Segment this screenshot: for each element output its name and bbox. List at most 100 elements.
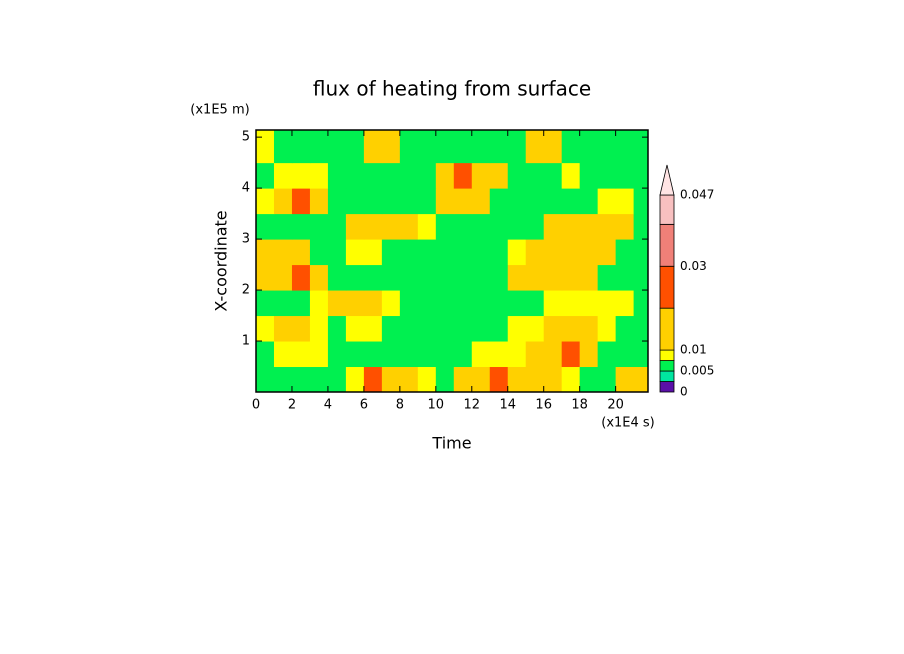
x-tick-label: 18 [571, 398, 588, 413]
field-cell [525, 366, 545, 392]
field-cell [327, 264, 347, 291]
field-cell [543, 341, 563, 368]
field-cell [399, 315, 419, 342]
field-cell [507, 341, 527, 368]
field-cell [273, 366, 293, 392]
field-cell [543, 188, 563, 215]
field-cell [597, 264, 617, 291]
colorbar-tick-label: 0.01 [680, 343, 707, 357]
field-cell [615, 366, 635, 392]
colorbar-segment [659, 307, 675, 351]
field-cell [363, 290, 383, 317]
y-tick-label: 5 [242, 130, 250, 145]
x-tick-label: 0 [252, 398, 260, 413]
field-cell [543, 213, 563, 240]
y-label: X-coordinate [212, 210, 231, 311]
x-unit: (x1E4 s) [601, 416, 655, 431]
field-cell [579, 213, 599, 240]
field-cell [273, 130, 293, 164]
field-cell [363, 162, 383, 189]
colorbar-tick-label: 0 [680, 385, 688, 399]
field-cell [561, 162, 581, 189]
field-cell [579, 162, 599, 189]
x-tick-label: 4 [324, 398, 332, 413]
field-cell [399, 213, 419, 240]
field-cell [489, 341, 509, 368]
colorbar-segment [659, 223, 675, 267]
field-cell [363, 341, 383, 368]
field-cell [435, 162, 455, 189]
field-cell [309, 213, 329, 240]
field-cell [327, 341, 347, 368]
field-cell [489, 315, 509, 342]
field-cell [273, 341, 293, 368]
field-cell [327, 315, 347, 342]
field-cell [561, 341, 581, 368]
field-cell [471, 130, 491, 164]
field-cell [256, 366, 275, 392]
field-cell [525, 341, 545, 368]
y-tick-label: 2 [242, 283, 250, 298]
field-cell [597, 188, 617, 215]
field-cell [435, 341, 455, 368]
x-tick-label: 20 [607, 398, 624, 413]
field-cell [597, 213, 617, 240]
field-cell [273, 213, 293, 240]
field-cell [381, 162, 401, 189]
field-cell [615, 130, 635, 164]
field-cell [453, 213, 473, 240]
field-cell [489, 239, 509, 266]
field-cell [453, 188, 473, 215]
field-cell [309, 162, 329, 189]
field-cell [579, 188, 599, 215]
field-cell [525, 130, 545, 164]
field-cell [345, 162, 365, 189]
field-cell [327, 213, 347, 240]
field-cell [543, 290, 563, 317]
field-cell [453, 315, 473, 342]
field-cell [507, 239, 527, 266]
field-cell [633, 264, 648, 291]
field-cell [597, 130, 617, 164]
field-cell [561, 264, 581, 291]
field-cell [561, 290, 581, 317]
y-unit: (x1E5 m) [190, 103, 249, 118]
field-cell [399, 366, 419, 392]
field-cell [597, 315, 617, 342]
field-cell [399, 341, 419, 368]
field-cell [345, 290, 365, 317]
field-cell [381, 290, 401, 317]
field-cell [507, 366, 527, 392]
field-cell [363, 366, 383, 392]
field-cell [381, 239, 401, 266]
field-cell [471, 239, 491, 266]
field-cell [309, 130, 329, 164]
field-cell [525, 213, 545, 240]
field-cell [363, 264, 383, 291]
field-cell [579, 239, 599, 266]
field-cell [543, 264, 563, 291]
field-cell [615, 239, 635, 266]
field-cell [435, 239, 455, 266]
field-cell [633, 239, 648, 266]
field-cell [273, 264, 293, 291]
x-tick-label: 2 [288, 398, 296, 413]
field-cell [597, 239, 617, 266]
field-cell [417, 130, 437, 164]
field-cell [453, 130, 473, 164]
field-cell [381, 315, 401, 342]
field-cell [615, 188, 635, 215]
field-cell [561, 188, 581, 215]
field-cell [489, 213, 509, 240]
field-cell [435, 213, 455, 240]
field-cell [273, 239, 293, 266]
field-cell [453, 239, 473, 266]
field-cell [417, 188, 437, 215]
field-cell [363, 213, 383, 240]
field-cell [417, 290, 437, 317]
field-cell [273, 315, 293, 342]
y-tick-label: 1 [242, 334, 250, 349]
plot-frame [255, 129, 649, 393]
field-cell [327, 162, 347, 189]
field-cell [399, 239, 419, 266]
